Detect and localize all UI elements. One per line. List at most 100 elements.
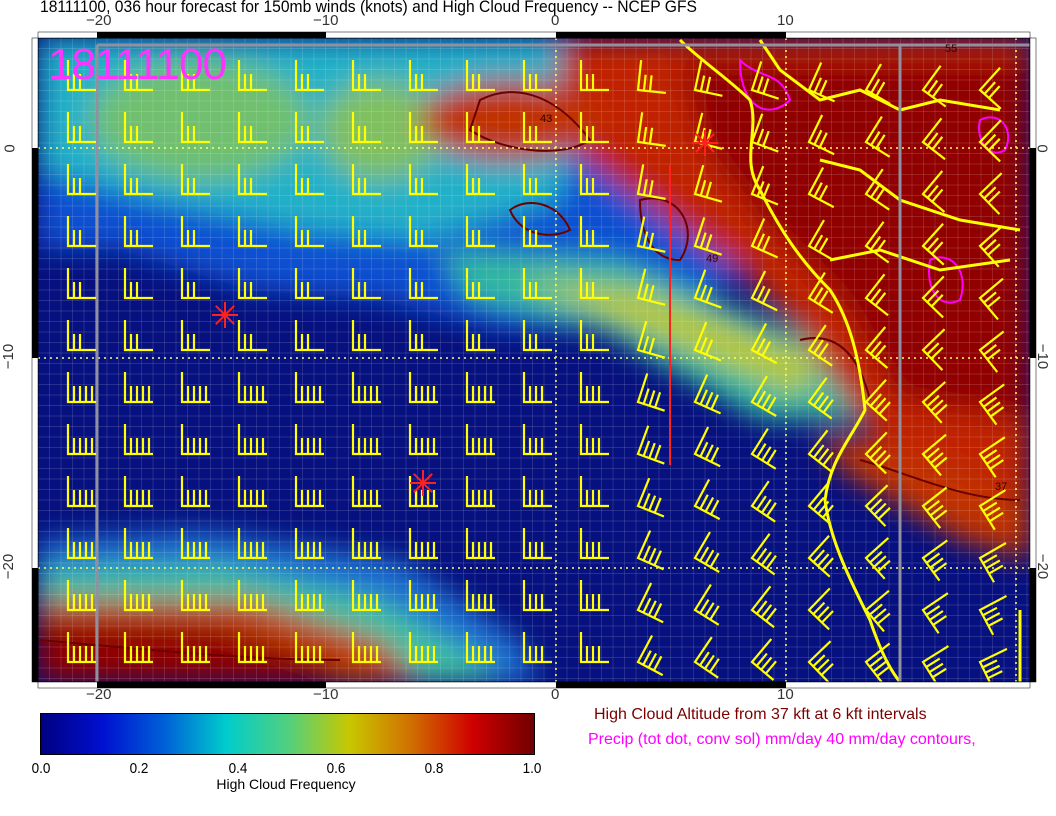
wind-barb xyxy=(978,225,1004,268)
contour-label: 49 xyxy=(706,253,718,265)
lon-tick-top: −10 xyxy=(313,12,339,29)
wind-barb xyxy=(465,476,495,508)
wind-barb xyxy=(123,60,153,92)
wind-barb xyxy=(693,478,721,521)
wind-barb xyxy=(579,60,609,92)
wind-barb xyxy=(465,580,495,612)
wind-barb xyxy=(636,373,665,412)
storm-marker xyxy=(413,473,433,493)
wind-barb xyxy=(465,528,495,560)
wind-barb xyxy=(237,372,267,404)
wind-barb xyxy=(351,60,381,92)
wind-barb xyxy=(579,112,609,144)
wind-barb xyxy=(750,165,779,206)
wind-barb xyxy=(123,476,153,508)
wind-barb xyxy=(864,115,891,158)
wind-barb xyxy=(750,585,777,629)
wind-barb xyxy=(579,424,609,456)
wind-barb xyxy=(180,424,210,456)
wind-barb xyxy=(864,537,891,580)
wind-barb xyxy=(921,486,948,529)
wind-barb xyxy=(180,112,210,144)
wind-barb xyxy=(294,632,324,664)
wind-barb xyxy=(66,528,96,560)
wind-barb xyxy=(408,216,438,248)
colorbar-tick: 0.6 xyxy=(326,760,346,777)
wind-barb xyxy=(522,320,552,352)
wind-barb xyxy=(579,632,609,664)
wind-barb xyxy=(693,374,722,415)
wind-barb xyxy=(807,62,836,103)
wind-barb xyxy=(465,60,495,92)
wind-barb xyxy=(408,372,438,404)
wind-barb xyxy=(408,60,438,92)
wind-barb xyxy=(693,531,720,573)
wind-barb xyxy=(807,166,835,209)
wind-barb xyxy=(636,477,665,518)
wind-barb xyxy=(921,65,947,108)
lat-tick-right: −20 xyxy=(1034,553,1052,580)
wind-barb xyxy=(237,424,267,456)
wind-barb xyxy=(864,221,890,264)
wind-barb xyxy=(123,268,153,300)
wind-barb xyxy=(66,580,96,612)
wind-barb xyxy=(522,372,552,404)
wind-barb xyxy=(294,112,324,144)
lon-tick-bottom: −20 xyxy=(86,686,112,703)
wind-barb xyxy=(807,534,834,578)
wind-barb xyxy=(465,164,495,196)
contour-label: 43 xyxy=(540,113,552,125)
storm-markers xyxy=(212,130,718,496)
lat-tick-left: −10 xyxy=(0,343,18,370)
wind-barb xyxy=(750,61,779,100)
wind-barb xyxy=(636,582,664,624)
wind-barb xyxy=(978,119,1002,163)
colorbar-tick: 1.0 xyxy=(522,760,542,777)
wind-barb xyxy=(807,482,834,525)
wind-barb xyxy=(522,424,552,456)
wind-barb xyxy=(921,433,948,477)
wind-barb xyxy=(579,268,609,300)
wind-barb xyxy=(237,580,267,612)
contour-label: 37 xyxy=(995,481,1007,493)
wind-barb xyxy=(864,484,891,527)
wind-barb xyxy=(978,330,1005,373)
wind-barb xyxy=(408,528,438,560)
wind-barb xyxy=(351,164,381,196)
wind-barb xyxy=(693,321,722,362)
wind-barb xyxy=(180,60,210,92)
lat-tick-left: −20 xyxy=(0,553,18,580)
wind-barb xyxy=(294,164,324,196)
wind-barb xyxy=(864,589,891,633)
altitude-legend: High Cloud Altitude from 37 kft at 6 kft… xyxy=(594,706,927,723)
date-stamp: 18111100 xyxy=(48,40,227,89)
forecast-map: 43 49 37 55 xyxy=(31,31,1037,689)
wind-barb xyxy=(408,580,438,612)
wind-barb xyxy=(237,112,267,144)
wind-barb xyxy=(750,375,777,417)
lon-tick-top: 0 xyxy=(551,12,560,29)
wind-barb xyxy=(408,424,438,456)
colorbar-tick: 0.0 xyxy=(31,760,51,777)
wind-barb xyxy=(294,372,324,404)
wind-barb xyxy=(522,528,552,560)
wind-barb xyxy=(465,216,495,248)
wind-barb xyxy=(921,592,949,634)
wind-barb xyxy=(294,580,324,612)
wind-barb xyxy=(294,476,324,508)
wind-barb xyxy=(579,372,609,404)
lat-tick-left: 0 xyxy=(1,144,19,153)
wind-barb xyxy=(921,117,946,161)
wind-barb xyxy=(180,580,210,612)
wind-barb xyxy=(123,216,153,248)
wind-barb xyxy=(351,112,381,144)
wind-barb xyxy=(408,112,438,144)
wind-barb xyxy=(693,217,722,256)
wind-barb xyxy=(123,320,153,352)
wind-barb xyxy=(465,320,495,352)
wind-barb xyxy=(522,60,552,92)
wind-barb xyxy=(921,328,946,371)
wind-barb xyxy=(351,424,381,456)
wind-barb xyxy=(66,164,96,196)
wind-barb xyxy=(180,320,210,352)
